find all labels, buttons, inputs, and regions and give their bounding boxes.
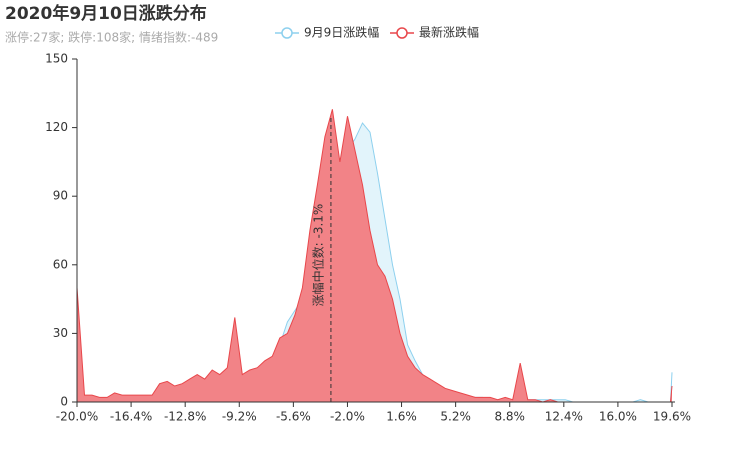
x-tick-label: 8.8% (494, 410, 525, 424)
y-tick-label: 120 (45, 120, 68, 134)
chart-title: 2020年9月10日涨跌分布 (5, 3, 207, 24)
x-tick-label: -12.8% (164, 410, 206, 424)
x-tick-label: 1.6% (386, 410, 417, 424)
x-tick-label: 19.6% (653, 410, 691, 424)
x-tick-label: -16.4% (110, 410, 152, 424)
y-tick-label: 60 (53, 257, 68, 271)
area-fill (77, 109, 672, 403)
chart-subtitle: 涨停:27家; 跌停:108家; 情绪指数:-489 (5, 30, 218, 45)
y-tick-label: 30 (53, 326, 68, 340)
x-tick-label: -2.0% (330, 410, 365, 424)
median-label: 涨幅中位数: -3.1% (310, 204, 325, 307)
x-tick-label: -20.0% (56, 410, 98, 424)
legend-label: 9月9日涨跌幅 (304, 25, 379, 40)
y-tick-label: 150 (45, 52, 68, 66)
x-tick-label: 12.4% (545, 410, 583, 424)
legend-label: 最新涨跌幅 (419, 25, 479, 40)
legend-marker (281, 27, 293, 39)
y-tick-label: 0 (60, 395, 68, 409)
x-tick-label: 16.0% (599, 410, 637, 424)
legend-marker (396, 27, 408, 39)
x-tick-label: -9.2% (222, 410, 257, 424)
y-tick-label: 90 (53, 189, 68, 203)
x-tick-label: 5.2% (440, 410, 471, 424)
x-tick-label: -5.6% (276, 410, 311, 424)
